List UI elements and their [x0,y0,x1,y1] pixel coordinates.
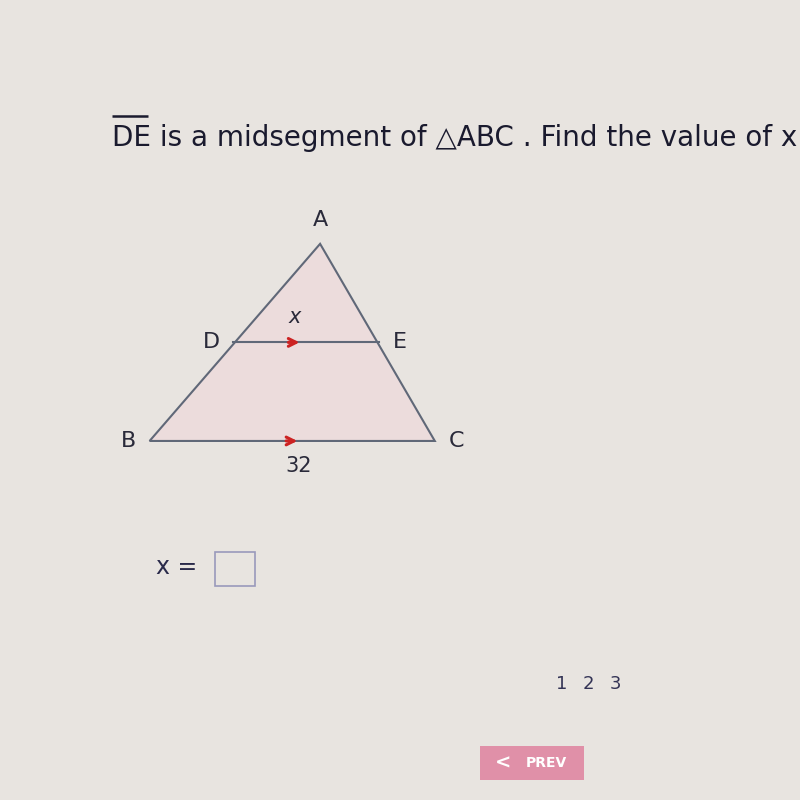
Text: 3: 3 [610,674,621,693]
Text: <: < [494,754,511,773]
Text: B: B [121,431,136,451]
Text: A: A [313,210,328,230]
Text: 1: 1 [556,674,567,693]
Text: C: C [449,431,464,451]
Text: D: D [202,333,220,352]
Text: E: E [393,333,406,352]
FancyBboxPatch shape [472,744,592,782]
Text: x =: x = [156,555,197,579]
Text: PREV: PREV [526,756,567,770]
FancyBboxPatch shape [214,552,255,586]
Text: x: x [288,307,301,327]
Text: 32: 32 [285,456,312,476]
Polygon shape [150,244,435,441]
Text: 2: 2 [583,674,594,693]
Text: DE is a midsegment of △ABC . Find the value of x .: DE is a midsegment of △ABC . Find the va… [112,124,800,152]
